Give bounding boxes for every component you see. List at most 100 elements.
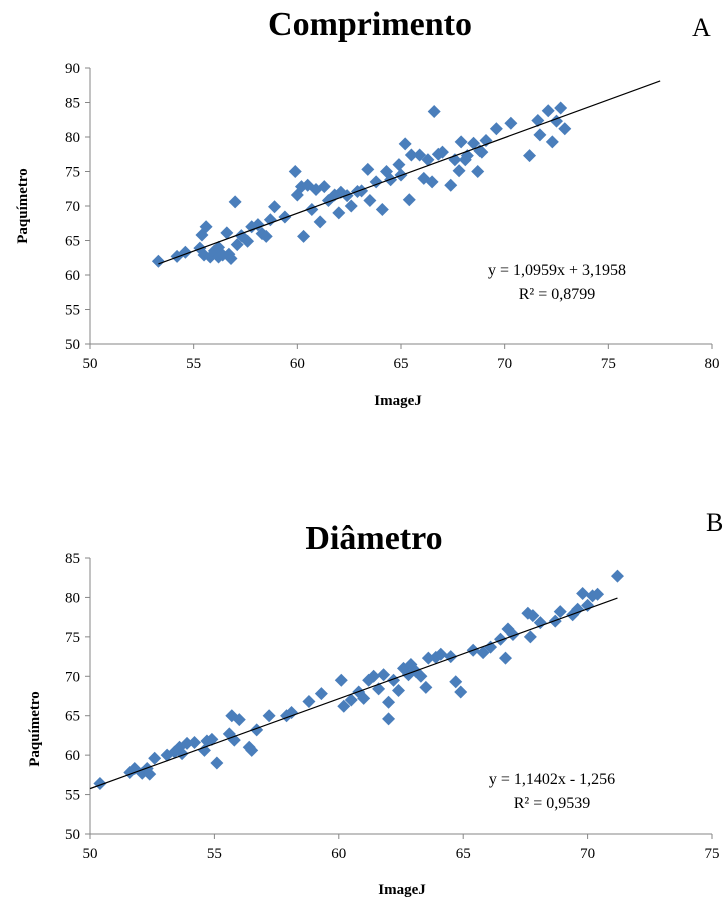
data-point	[285, 706, 299, 720]
data-point	[334, 673, 348, 687]
y-tick-label: 75	[65, 630, 80, 646]
data-point	[545, 135, 559, 149]
data-point	[610, 569, 624, 583]
data-point	[263, 213, 277, 227]
y-tick-label: 50	[65, 827, 80, 843]
data-point	[533, 128, 547, 142]
chart-title: Comprimento	[268, 6, 472, 43]
data-point	[504, 116, 518, 130]
x-tick-label: 75	[705, 846, 720, 862]
y-tick-label: 85	[65, 96, 80, 112]
data-point	[571, 602, 585, 616]
data-point	[262, 709, 276, 723]
data-point	[404, 148, 418, 162]
data-point	[210, 756, 224, 770]
data-point	[180, 736, 194, 750]
data-point	[377, 668, 391, 682]
x-tick-label: 60	[290, 356, 305, 372]
y-tick-label: 90	[65, 61, 80, 77]
data-point	[531, 113, 545, 127]
data-point	[414, 669, 428, 683]
data-point	[178, 245, 192, 259]
x-tick-label: 55	[186, 356, 201, 372]
data-point	[435, 145, 449, 159]
data-point	[484, 640, 498, 654]
x-axis-title: ImageJ	[374, 393, 422, 409]
y-tick-label: 65	[65, 709, 80, 725]
data-point	[494, 632, 508, 646]
data-point	[427, 104, 441, 118]
data-point	[467, 136, 481, 150]
data-point	[498, 651, 512, 665]
data-point	[357, 691, 371, 705]
data-point	[452, 164, 466, 178]
r-squared-label: R² = 0,9539	[514, 795, 591, 812]
data-point	[224, 251, 238, 265]
data-point	[392, 158, 406, 172]
data-point	[317, 180, 331, 194]
x-tick-label: 80	[705, 356, 720, 372]
y-axis-title: Paquímetro	[27, 691, 43, 767]
data-point	[392, 683, 406, 697]
data-point	[355, 184, 369, 198]
y-tick-label: 70	[65, 199, 80, 215]
data-point	[228, 195, 242, 209]
data-point	[199, 220, 213, 234]
data-point	[454, 135, 468, 149]
chart-title: Diâmetro	[305, 520, 442, 557]
data-point	[375, 202, 389, 216]
data-point	[241, 234, 255, 248]
data-point	[297, 229, 311, 243]
data-point	[425, 175, 439, 189]
x-tick-label: 70	[497, 356, 512, 372]
data-point	[591, 587, 605, 601]
data-point	[187, 736, 201, 750]
y-tick-label: 75	[65, 165, 80, 181]
data-point	[475, 145, 489, 159]
data-point	[363, 193, 377, 207]
data-point	[288, 165, 302, 178]
data-point	[419, 680, 433, 694]
y-tick-label: 70	[65, 669, 80, 685]
data-point	[413, 148, 427, 162]
data-point	[382, 712, 396, 726]
data-point	[259, 229, 273, 243]
data-point	[205, 732, 219, 746]
panel-label: A	[692, 13, 711, 42]
data-point	[367, 669, 381, 683]
data-point	[143, 767, 157, 781]
y-tick-label: 55	[65, 303, 80, 319]
data-point	[444, 178, 458, 192]
data-point	[232, 713, 246, 727]
data-point	[454, 685, 468, 699]
data-point	[387, 673, 401, 687]
data-point	[554, 101, 568, 115]
y-tick-label: 55	[65, 788, 80, 804]
y-tick-label: 60	[65, 748, 80, 764]
data-point	[576, 586, 590, 600]
data-point	[523, 149, 537, 163]
data-point	[314, 687, 328, 701]
data-point	[361, 162, 375, 176]
data-point	[197, 743, 211, 757]
data-point	[421, 153, 435, 167]
y-tick-label: 60	[65, 268, 80, 284]
data-point	[332, 206, 346, 220]
data-point	[220, 226, 234, 240]
data-point	[382, 695, 396, 709]
data-point	[421, 651, 435, 665]
data-point	[533, 616, 547, 630]
data-point	[558, 122, 572, 136]
data-point	[245, 743, 259, 757]
y-tick-label: 65	[65, 234, 80, 250]
data-point	[506, 627, 520, 641]
data-point	[553, 605, 567, 619]
x-tick-label: 70	[580, 846, 595, 862]
data-point	[313, 215, 327, 229]
trendline	[89, 597, 618, 790]
y-tick-label: 80	[65, 130, 80, 146]
data-point	[526, 609, 540, 623]
x-tick-label: 60	[331, 846, 346, 862]
data-point	[227, 733, 241, 747]
